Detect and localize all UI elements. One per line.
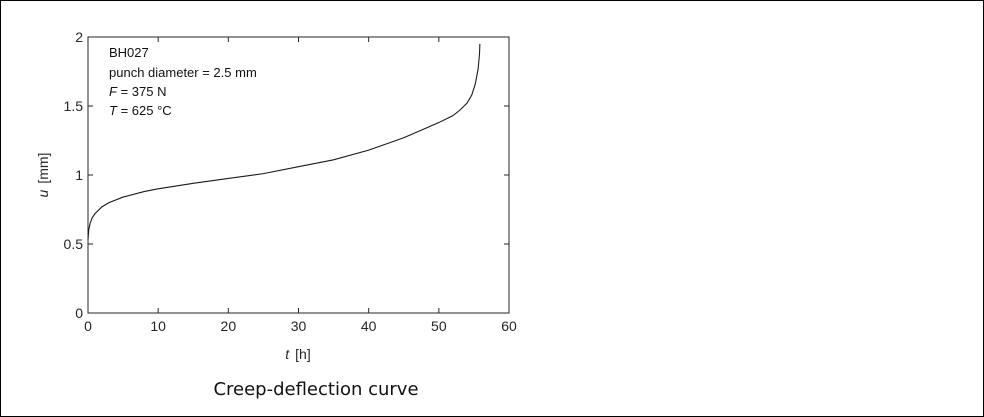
x-tick-label: 60 — [501, 318, 517, 334]
x-tick-label: 20 — [221, 318, 237, 334]
y-tick-label: 1.5 — [64, 98, 84, 114]
annotation-specimen: BH027 — [109, 45, 149, 60]
x-tick-label: 10 — [150, 318, 166, 334]
x-axis-unit: [h] — [295, 346, 311, 362]
x-tick-label: 30 — [291, 318, 307, 334]
annotation-temp-var: T — [109, 103, 118, 118]
plot-area — [87, 36, 510, 314]
y-axis-label: u [mm] — [35, 153, 51, 198]
axis-ticks — [87, 36, 510, 314]
annotation-force: F = 375 N — [109, 84, 166, 99]
annotation-punch: punch diameter = 2.5 mm — [109, 65, 257, 80]
x-tick-label: 50 — [431, 318, 447, 334]
annotation-force-var: F — [109, 84, 118, 99]
x-axis-label: t [h] — [285, 346, 310, 362]
y-tick-label: 2 — [75, 29, 83, 45]
y-tick-label: 0 — [75, 305, 83, 321]
y-axis-var: u — [35, 189, 51, 197]
annotation-force-val: = 375 N — [117, 84, 167, 99]
annotation-temp-val: = 625 °C — [117, 103, 172, 118]
y-tick-label: 1 — [75, 167, 83, 183]
y-axis-unit: [mm] — [35, 153, 51, 184]
figure-caption: Creep-deflection curve — [213, 379, 418, 400]
x-tick-label: 40 — [361, 318, 377, 334]
x-tick-label: 0 — [84, 318, 92, 334]
y-tick-label: 0.5 — [64, 236, 84, 252]
series-line — [87, 43, 481, 240]
tick-labels: 0 10 20 30 40 50 60 0 0.5 1 1.5 2 — [64, 29, 517, 334]
x-axis-var: t — [285, 346, 290, 362]
annotation-temp: T = 625 °C — [109, 103, 172, 118]
